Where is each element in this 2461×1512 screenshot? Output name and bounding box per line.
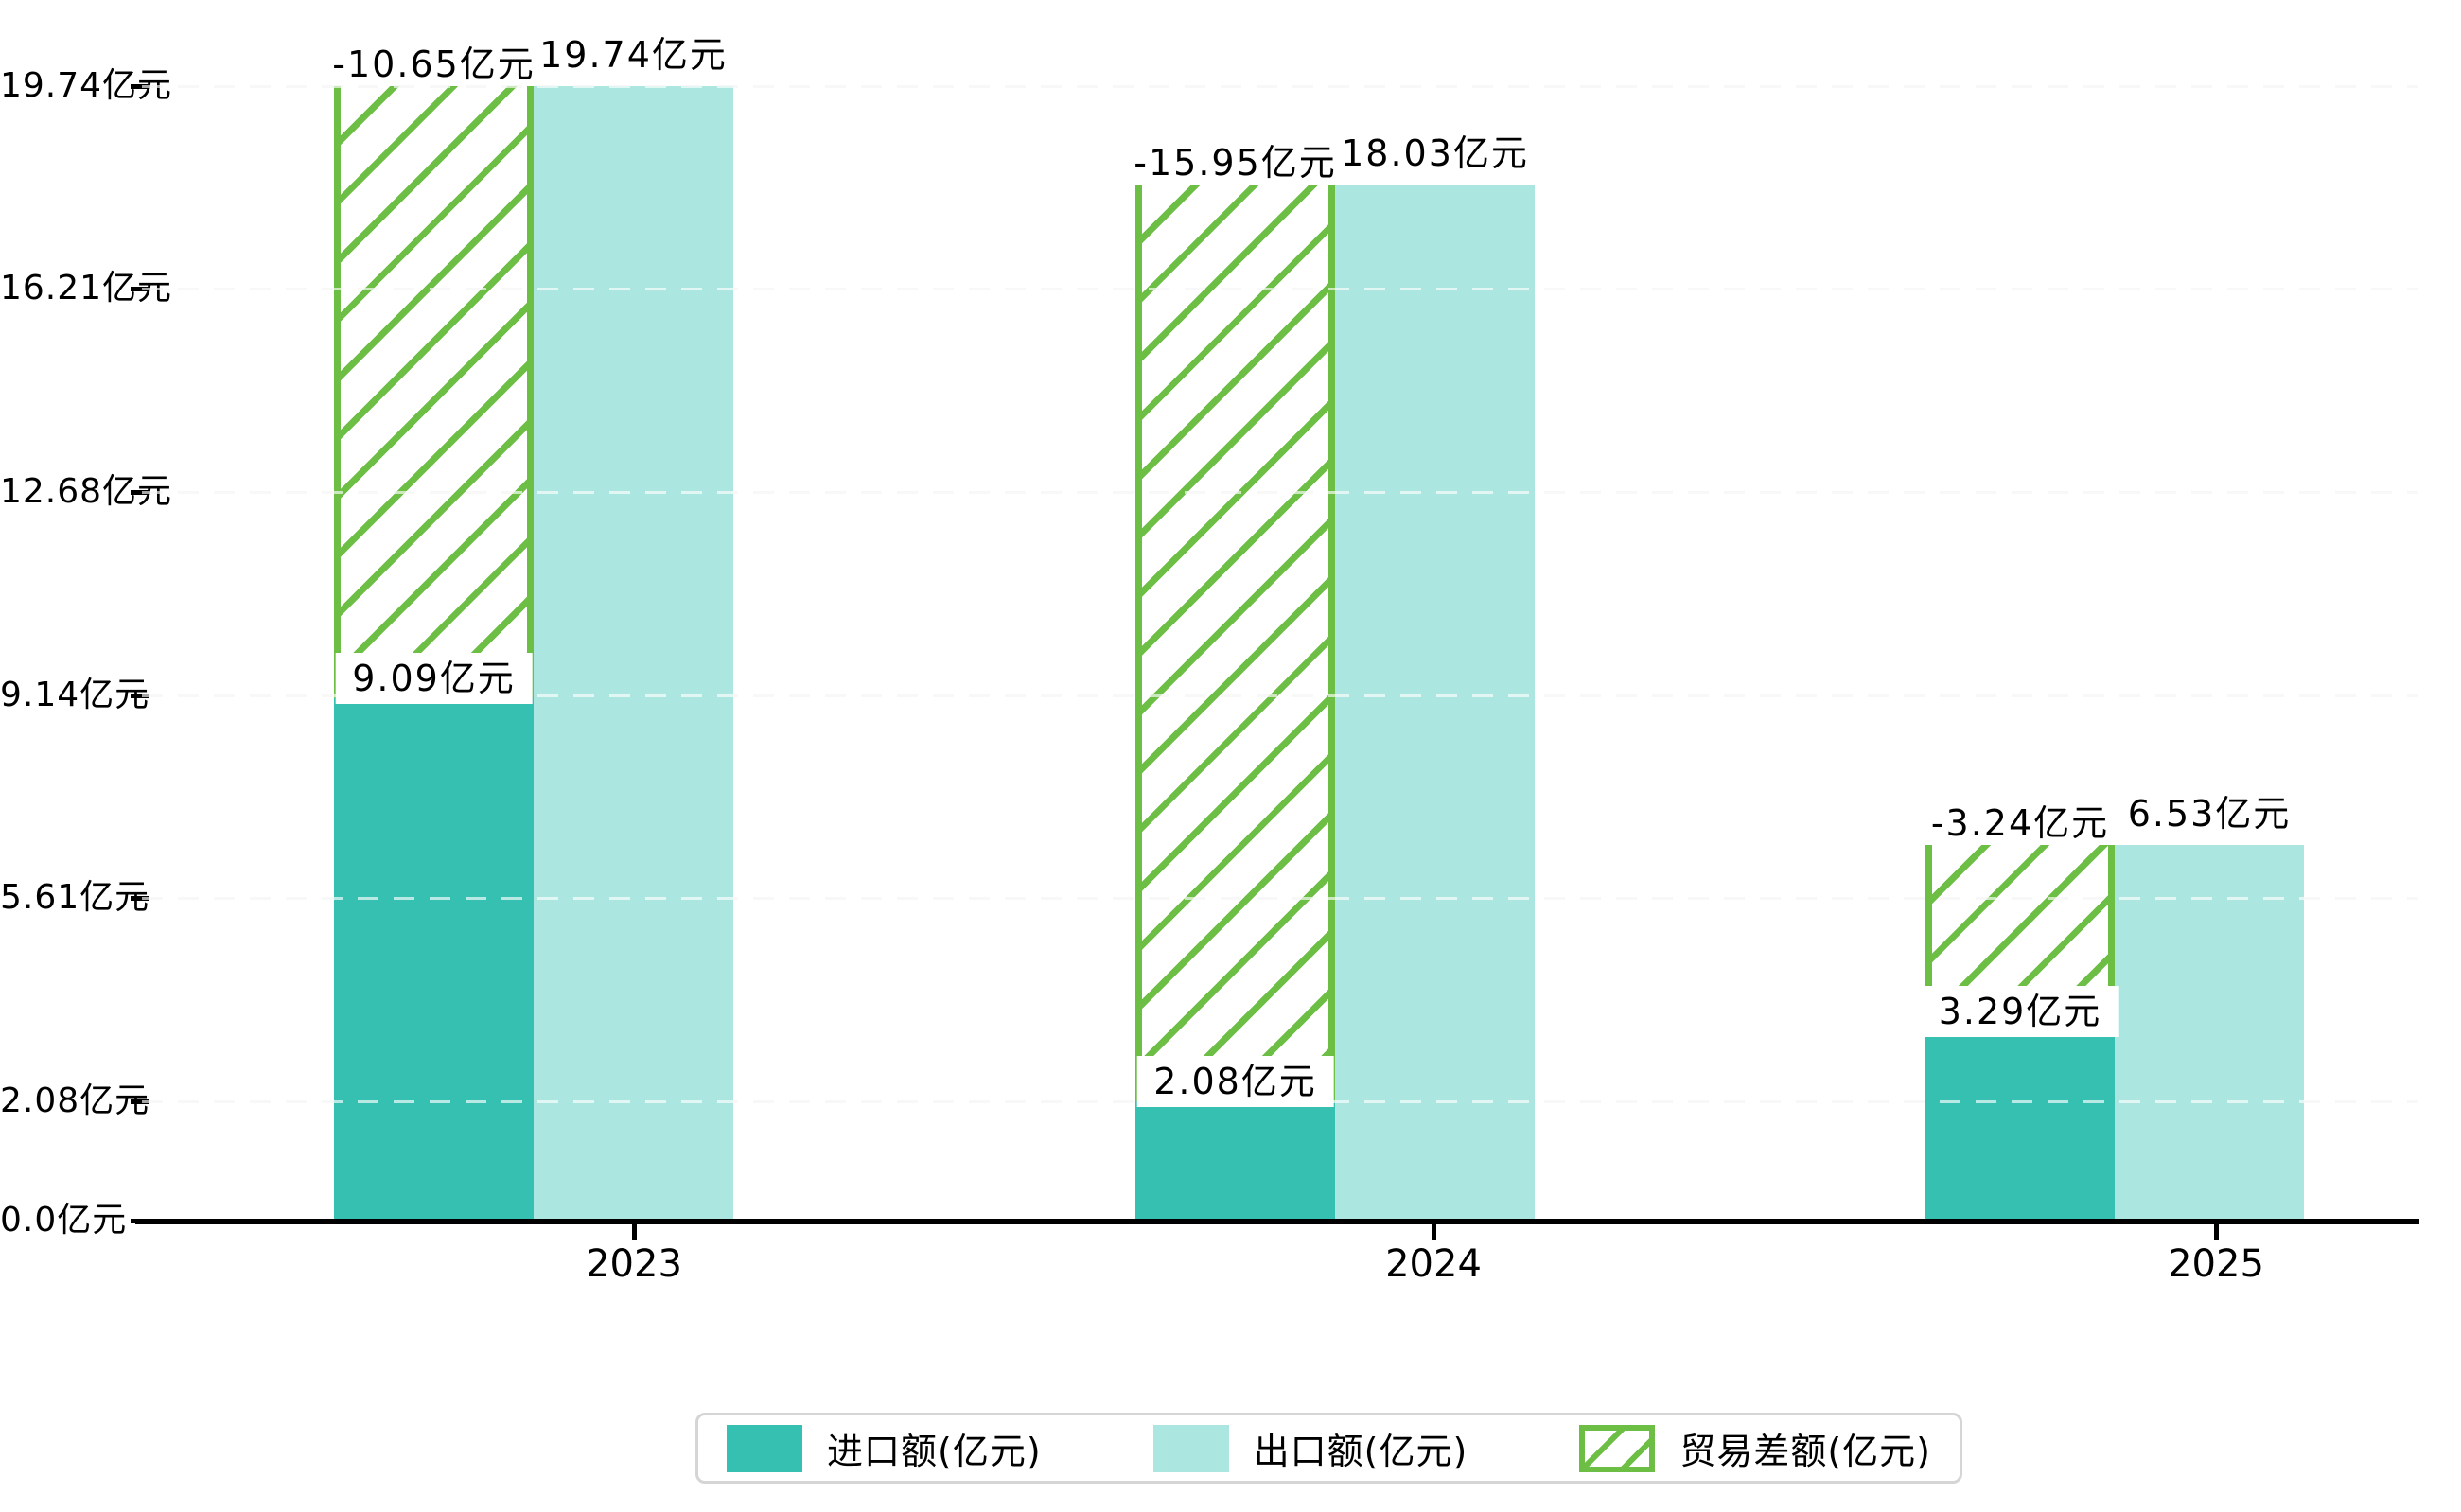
y-axis-tick-label: 2.08亿元 <box>0 1081 150 1120</box>
legend-label-import: 进口额(亿元) <box>827 1431 1042 1472</box>
import-swatch-icon <box>727 1424 802 1472</box>
export-bar <box>1335 184 1535 1221</box>
x-axis-label: 2024 <box>1385 1242 1482 1286</box>
trade-balance-value-label: -15.95亿元 <box>1134 141 1337 184</box>
import-value-label: 9.09亿元 <box>335 652 533 704</box>
export-value-label: 6.53亿元 <box>2127 793 2292 835</box>
import-bar <box>1925 1031 2115 1221</box>
y-axis-tick-label: 12.68亿元 <box>0 471 173 511</box>
x-axis-tick-mark <box>1432 1222 1436 1240</box>
trade-balance-swatch-icon <box>1579 1424 1656 1472</box>
x-axis-label: 2023 <box>586 1242 682 1286</box>
x-axis-tick-mark <box>2214 1222 2219 1240</box>
export-bar <box>534 85 733 1221</box>
trade-balance-value-label: -3.24亿元 <box>1930 802 2110 845</box>
trade-balance-bar <box>334 85 534 698</box>
x-axis-tick-mark <box>632 1222 637 1240</box>
gridline-overlay <box>142 694 2418 697</box>
import-bar <box>334 697 534 1221</box>
y-axis-tick-label: 0.0亿元 <box>0 1201 128 1239</box>
legend: 进口额(亿元) 出口额(亿元) 贸易差额(亿元) <box>695 1413 1962 1484</box>
y-axis-tick-mark <box>131 693 149 698</box>
gridline-overlay <box>142 84 2418 88</box>
y-axis-tick-mark <box>131 287 149 292</box>
legend-label-trade-balance: 贸易差额(亿元) <box>1679 1431 1931 1472</box>
y-axis-tick-label: 5.61亿元 <box>0 878 150 918</box>
import-value-label: 3.29亿元 <box>1921 986 2119 1038</box>
gridline-overlay <box>142 897 2418 901</box>
y-axis-tick-mark <box>131 896 149 902</box>
trade-balance-bar <box>1135 184 1335 1101</box>
y-axis-tick-label: 16.21亿元 <box>0 269 173 308</box>
export-swatch-icon <box>1152 1424 1229 1472</box>
export-bar <box>2115 845 2304 1221</box>
y-axis-tick-label: 9.14亿元 <box>0 675 150 714</box>
y-axis-tick-mark <box>131 83 149 89</box>
gridline-overlay <box>142 490 2418 494</box>
export-value-label: 19.74亿元 <box>539 33 728 76</box>
legend-item-import: 进口额(亿元) <box>727 1422 1042 1474</box>
y-axis-tick-mark <box>131 1099 149 1104</box>
x-axis-label: 2025 <box>2168 1242 2264 1286</box>
export-value-label: 18.03亿元 <box>1341 132 1529 174</box>
import-value-label: 2.08亿元 <box>1136 1055 1334 1107</box>
gridline-overlay <box>142 288 2418 291</box>
y-axis-tick-label: 19.74亿元 <box>0 65 173 105</box>
x-axis-line <box>135 1219 2419 1224</box>
import-bar <box>1135 1100 1335 1221</box>
legend-label-export: 出口额(亿元) <box>1253 1431 1468 1472</box>
y-axis-tick-mark <box>131 489 149 495</box>
legend-item-trade-balance: 贸易差额(亿元) <box>1579 1422 1931 1474</box>
trade-balance-value-label: -10.65亿元 <box>332 43 536 85</box>
legend-item-export: 出口额(亿元) <box>1152 1422 1468 1474</box>
